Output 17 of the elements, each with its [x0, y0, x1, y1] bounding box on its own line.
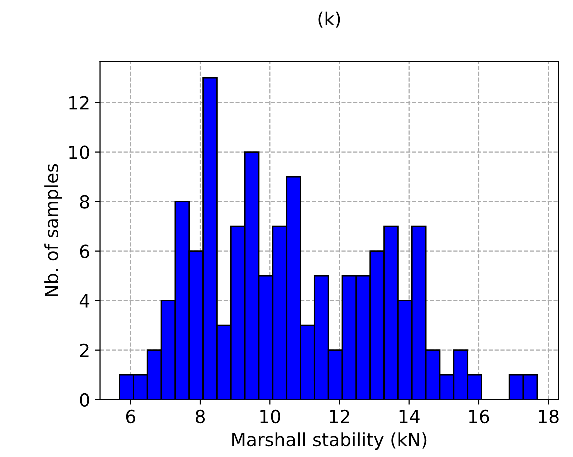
x-tick-label: 8 — [196, 410, 206, 424]
y-tick-label: 4 — [80, 294, 90, 308]
y-tick-label: 12 — [70, 96, 89, 110]
y-tick-label: 8 — [80, 195, 90, 209]
y-tick-label: 6 — [80, 244, 90, 258]
y-tick-label: 10 — [70, 146, 90, 160]
x-tick-label: 6 — [126, 410, 136, 424]
x-tick-label: 10 — [260, 410, 280, 424]
y-tick-label: 0 — [80, 393, 90, 407]
y-axis-title: Nb. of samples — [44, 164, 62, 296]
y-tick-label: 2 — [80, 344, 89, 358]
x-axis-title: Marshall stability (kN) — [232, 432, 427, 450]
x-tick-label: 18 — [539, 410, 559, 424]
x-tick-label: 14 — [400, 410, 420, 424]
x-tick-label: 12 — [330, 410, 350, 424]
x-tick-label: 16 — [469, 410, 490, 424]
chart-title: (k) — [318, 12, 340, 28]
